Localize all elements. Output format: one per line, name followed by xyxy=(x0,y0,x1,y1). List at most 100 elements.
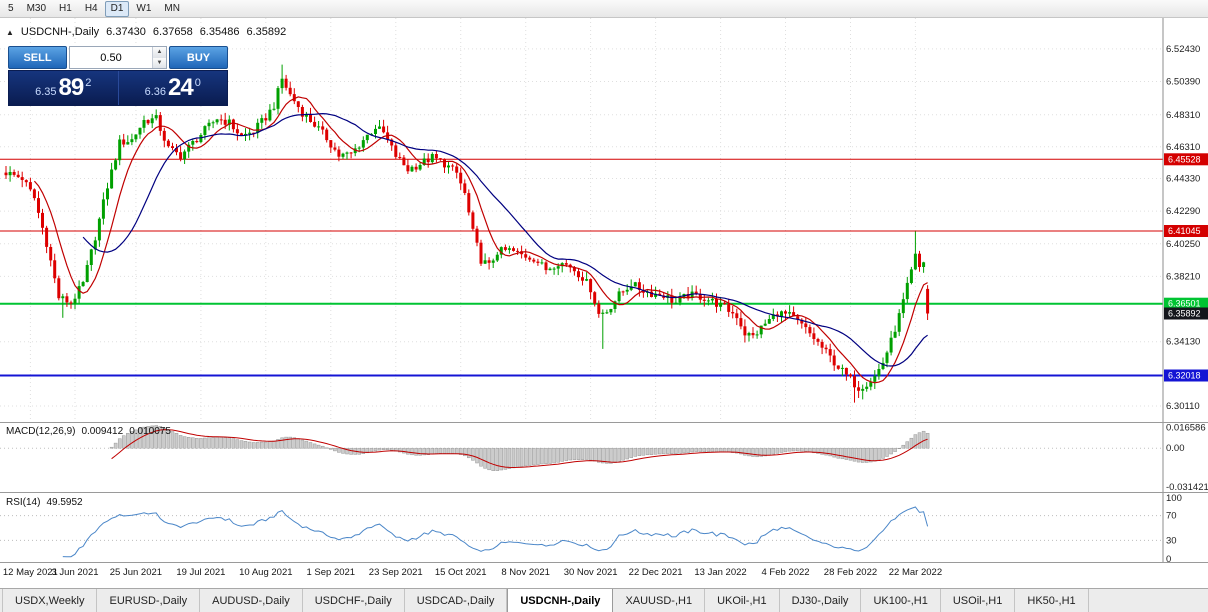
svg-text:6.48310: 6.48310 xyxy=(1166,110,1200,121)
chart-tab-usdx-weekly[interactable]: USDX,Weekly xyxy=(2,589,98,612)
chart-tab-usoil-h1[interactable]: USOil-,H1 xyxy=(940,589,1016,612)
price-axis-labels: 6.52430 6.50390 6.48310 6.46310 6.44330 6.422… xyxy=(1166,44,1200,412)
macd-value-main: 0.009412 xyxy=(81,426,124,437)
macd-panel[interactable]: 0.016586 0.00 -0.031421 xyxy=(0,422,1208,492)
volume-stepper: ▲ ▼ xyxy=(152,47,166,68)
bid-price[interactable]: 6.35 89 2 xyxy=(9,71,118,105)
svg-text:0.00: 0.00 xyxy=(1166,443,1185,454)
date-label: 25 Jun 2021 xyxy=(109,567,163,578)
date-label: 3 Jun 2021 xyxy=(51,567,99,578)
date-label: 12 May 2021 xyxy=(2,567,58,578)
candles xyxy=(4,64,930,403)
timeframe-w1[interactable]: W1 xyxy=(136,2,152,14)
rsi-name: RSI(14) xyxy=(6,497,41,508)
timeframe-h1[interactable]: H1 xyxy=(59,2,72,14)
ask-price[interactable]: 6.36 24 0 xyxy=(117,71,227,105)
chart-ohlc-line: ▲ USDCNH-,Daily 6.37430 6.37658 6.35486 … xyxy=(6,26,286,38)
ohlc-low: 6.35486 xyxy=(199,26,240,38)
rsi-label: RSI(14) 49.5952 xyxy=(6,497,83,508)
timeframe-toolbar: 5 M30 H1 H4 D1 W1 MN xyxy=(0,0,1208,18)
one-click-trading-widget: SELL 0.50 ▲ ▼ BUY 6.35 89 2 6.36 xyxy=(8,46,228,106)
date-label: 22 Dec 2021 xyxy=(628,567,683,578)
svg-text:100: 100 xyxy=(1166,493,1182,504)
bid-prefix: 6.35 xyxy=(35,85,57,98)
svg-text:6.40250: 6.40250 xyxy=(1166,239,1200,250)
svg-text:6.41045: 6.41045 xyxy=(1168,226,1201,236)
chart-tab-dj30-daily[interactable]: DJ30-,Daily xyxy=(779,589,862,612)
sell-button[interactable]: SELL xyxy=(8,46,67,69)
chart-tab-usdchf-daily[interactable]: USDCHF-,Daily xyxy=(302,589,405,612)
ohlc-high: 6.37658 xyxy=(152,26,193,38)
svg-text:30: 30 xyxy=(1166,535,1177,546)
buy-button[interactable]: BUY xyxy=(169,46,228,69)
date-axis: 12 May 2021 3 Jun 2021 25 Jun 2021 19 Jul 2… xyxy=(0,562,1208,585)
macd-value-signal: 0.010075 xyxy=(129,426,171,437)
date-label: 10 Aug 2021 xyxy=(239,567,293,578)
svg-text:6.45528: 6.45528 xyxy=(1168,154,1201,164)
timeframe-d1[interactable]: D1 xyxy=(104,0,130,17)
date-label: 1 Sep 2021 xyxy=(306,567,356,578)
ohlc-close: 6.35892 xyxy=(246,26,287,38)
ask-prefix: 6.36 xyxy=(144,85,167,98)
svg-text:6.32018: 6.32018 xyxy=(1168,371,1201,381)
svg-text:6.46310: 6.46310 xyxy=(1166,142,1200,153)
chart-tab-xauusd-h1[interactable]: XAUUSD-,H1 xyxy=(613,589,706,612)
svg-text:-0.031421: -0.031421 xyxy=(1166,482,1208,492)
chart-tab-usdcnh-daily[interactable]: USDCNH-,Daily xyxy=(507,589,614,612)
svg-text:6.52430: 6.52430 xyxy=(1166,44,1200,55)
svg-text:6.34130: 6.34130 xyxy=(1166,337,1200,348)
svg-text:6.36501: 6.36501 xyxy=(1168,299,1201,309)
chart-tab-eurusd-daily[interactable]: EURUSD-,Daily xyxy=(97,589,201,612)
chart-tab-usdcad-daily[interactable]: USDCAD-,Daily xyxy=(404,589,508,612)
timeframe-5[interactable]: 5 xyxy=(8,2,14,14)
macd-signal-line xyxy=(111,429,928,469)
date-label: 22 Mar 2022 xyxy=(888,567,943,578)
grid xyxy=(0,18,1163,422)
timeframe-m30[interactable]: M30 xyxy=(26,2,47,14)
macd-label: MACD(12,26,9) 0.009412 0.010075 xyxy=(6,426,171,437)
chart-area: 6.52430 6.50390 6.48310 6.46310 6.44330 6.422… xyxy=(0,18,1208,588)
chart-tabs: USDX,Weekly EURUSD-,Daily AUDUSD-,Daily USD… xyxy=(0,588,1208,612)
ohlc-open: 6.37430 xyxy=(106,26,146,38)
chart-tab-uk100-h1[interactable]: UK100-,H1 xyxy=(861,589,941,612)
date-label: 28 Feb 2022 xyxy=(823,567,878,578)
volume-input[interactable]: 0.50 ▲ ▼ xyxy=(69,46,167,69)
chart-title: USDCNH-,Daily xyxy=(20,26,100,38)
date-label: 19 Jul 2021 xyxy=(176,567,226,578)
svg-text:0.016586: 0.016586 xyxy=(1166,423,1206,434)
date-label: 4 Feb 2022 xyxy=(761,567,810,578)
timeframe-mn[interactable]: MN xyxy=(164,2,180,14)
macd-name: MACD(12,26,9) xyxy=(6,426,76,437)
svg-text:6.44330: 6.44330 xyxy=(1166,174,1200,185)
date-label: 15 Oct 2021 xyxy=(434,567,487,578)
bid-pip: 2 xyxy=(85,76,92,89)
price-tags: 6.45528 6.41045 6.36501 6.32018 6.35892 xyxy=(1164,153,1208,382)
macd-histogram xyxy=(109,425,930,471)
svg-text:0: 0 xyxy=(1166,554,1171,562)
ask-pip: 0 xyxy=(194,76,201,89)
macd-axis-labels: 0.016586 0.00 -0.031421 xyxy=(1166,423,1208,492)
svg-text:6.50390: 6.50390 xyxy=(1166,77,1200,88)
moving-averages xyxy=(33,96,928,384)
svg-text:6.38210: 6.38210 xyxy=(1166,271,1200,282)
chart-tab-ukoil-h1[interactable]: UKOil-,H1 xyxy=(705,589,780,612)
chart-tab-audusd-daily[interactable]: AUDUSD-,Daily xyxy=(200,589,303,612)
rsi-line xyxy=(62,506,929,558)
chart-tab-hk50-h1[interactable]: HK50-,H1 xyxy=(1015,589,1089,612)
bid-main: 89 xyxy=(58,74,85,101)
horizontal-levels[interactable] xyxy=(0,158,1163,377)
date-label: 8 Nov 2021 xyxy=(501,567,550,578)
svg-text:6.42290: 6.42290 xyxy=(1166,206,1200,217)
date-label: 23 Sep 2021 xyxy=(368,567,423,578)
volume-value[interactable]: 0.50 xyxy=(100,51,122,64)
price-chart[interactable]: 6.52430 6.50390 6.48310 6.46310 6.44330 6.422… xyxy=(0,18,1208,422)
timeframe-h4[interactable]: H4 xyxy=(84,2,98,14)
rsi-panel[interactable]: 100 70 30 0 xyxy=(0,492,1208,562)
expand-icon[interactable]: ▲ xyxy=(6,27,14,37)
rsi-value: 49.5952 xyxy=(46,497,83,508)
rsi-bands xyxy=(0,515,1163,541)
ask-main: 24 xyxy=(168,74,194,101)
volume-up-icon[interactable]: ▲ xyxy=(153,47,166,58)
volume-down-icon[interactable]: ▼ xyxy=(153,57,166,68)
